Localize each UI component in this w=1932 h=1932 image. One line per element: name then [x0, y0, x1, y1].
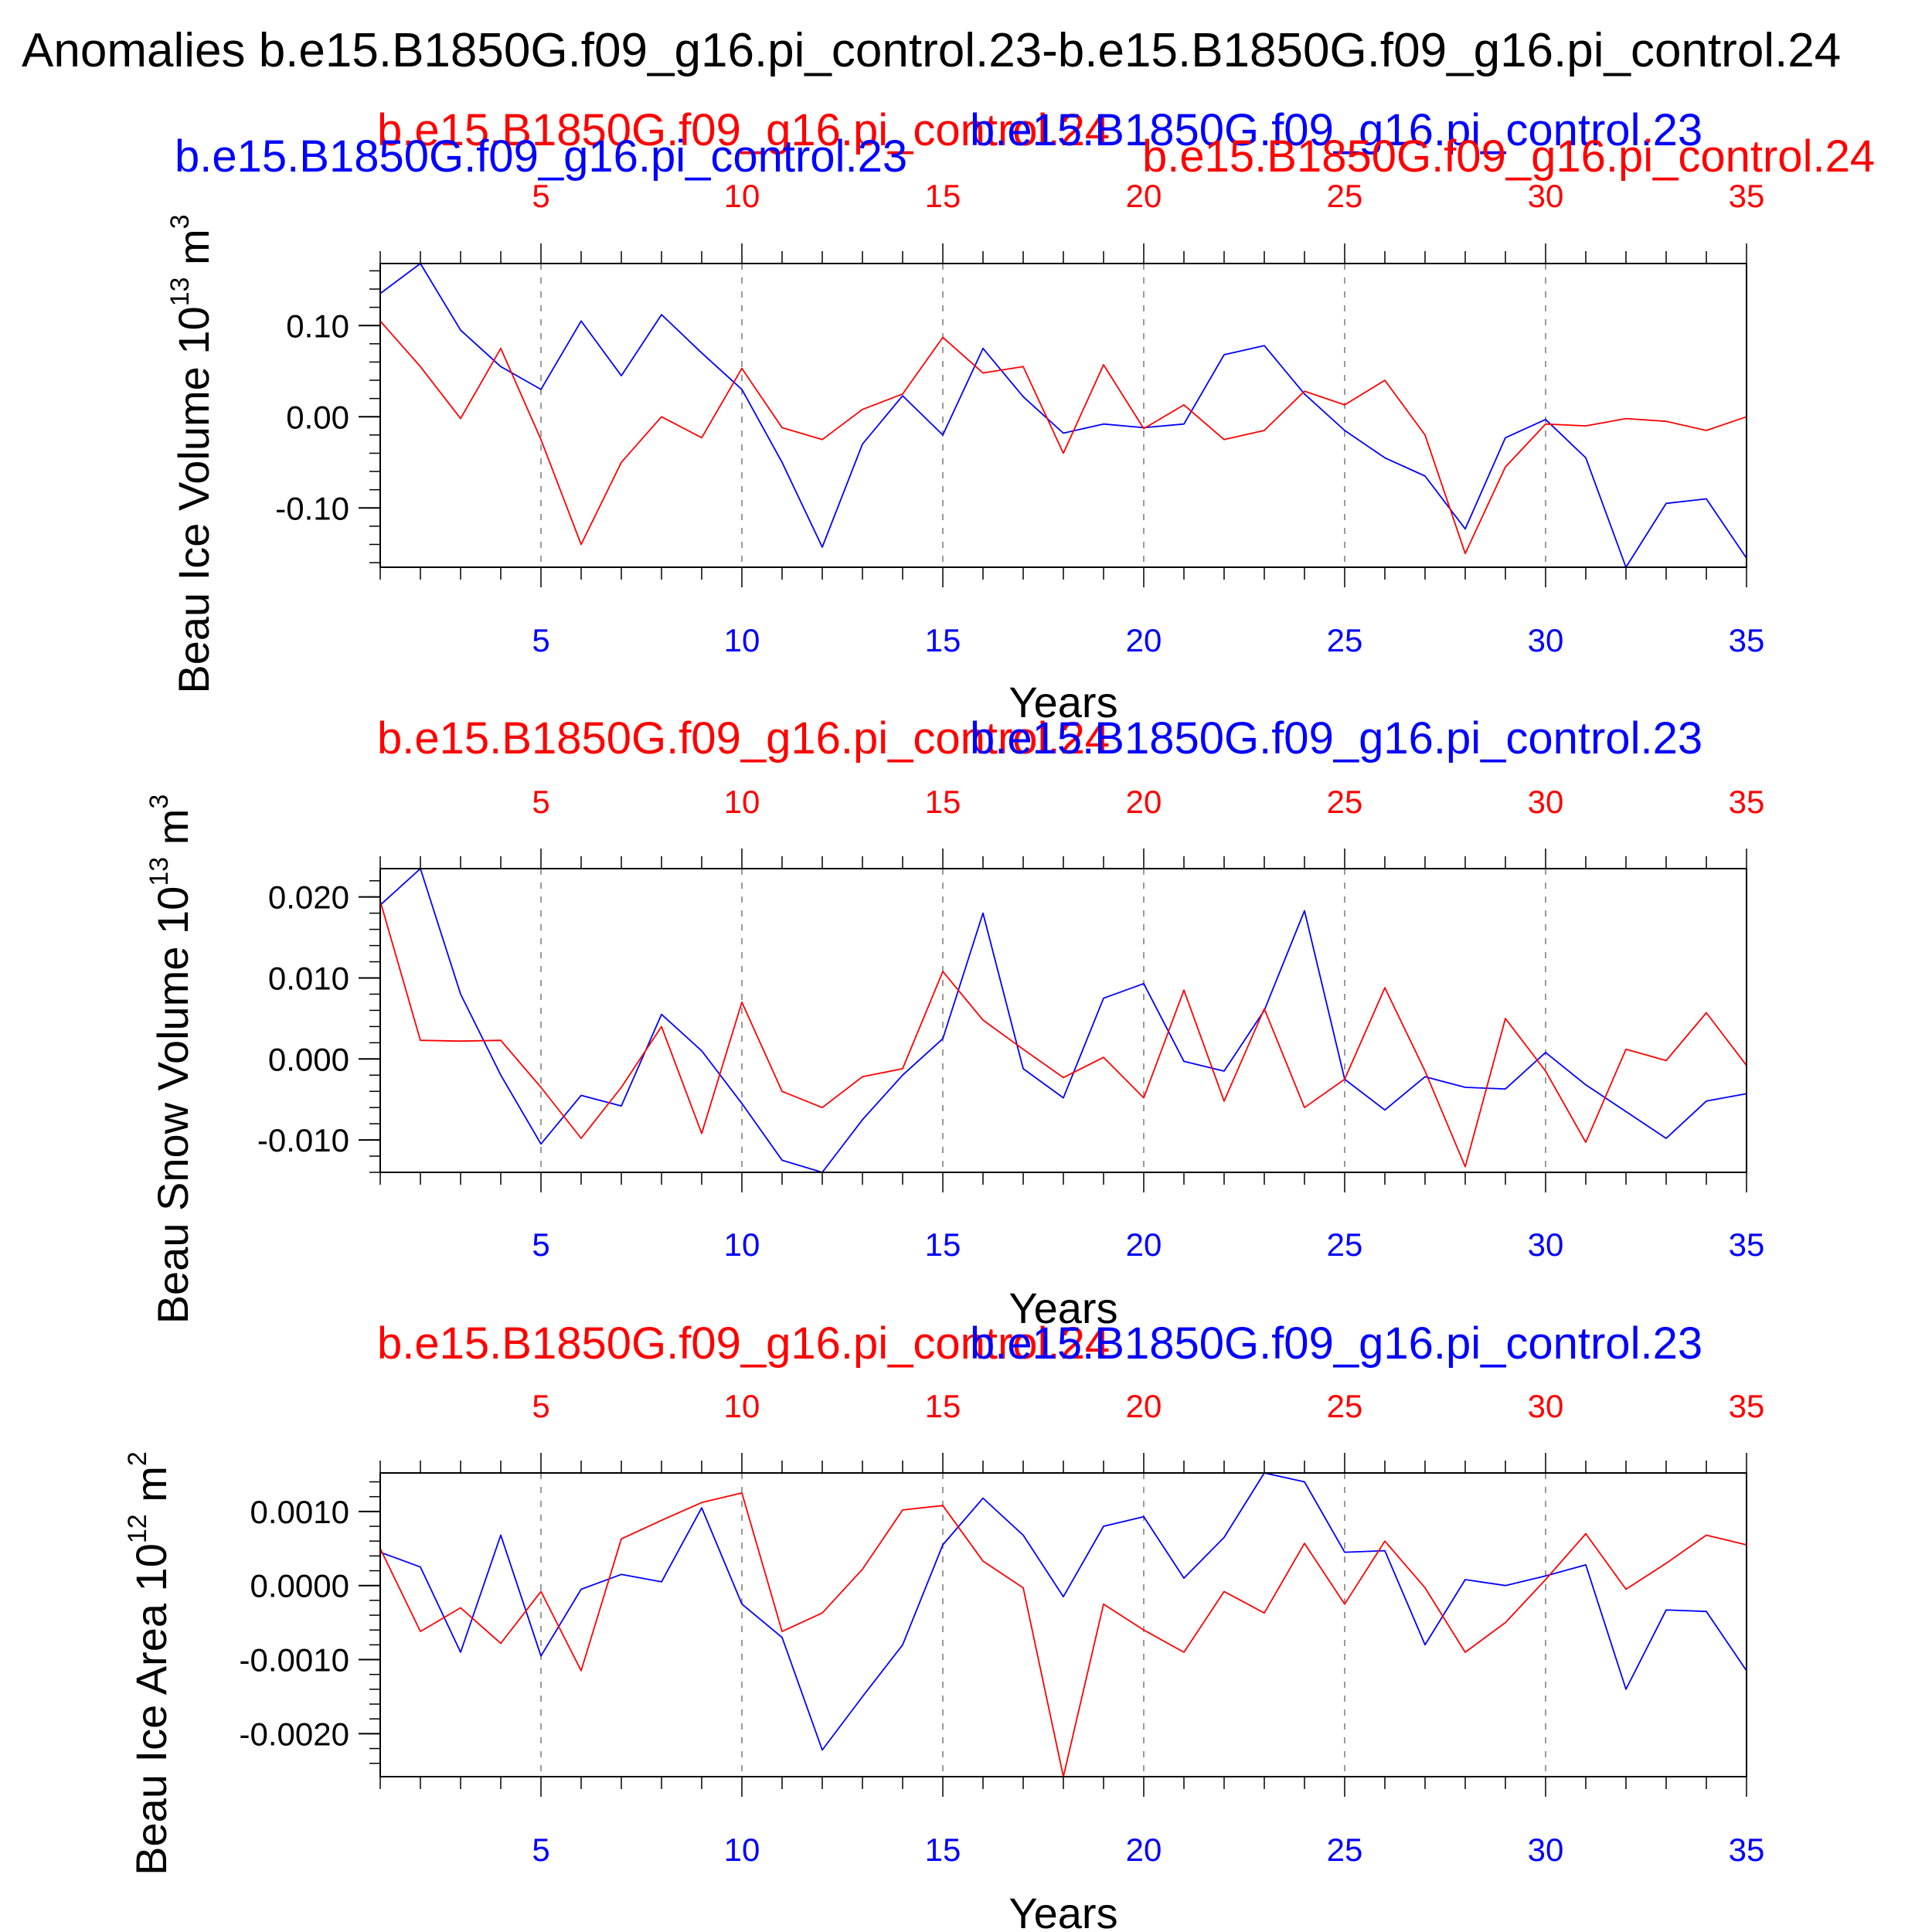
x-tick-label-bottom: 5	[532, 622, 549, 658]
x-tick-label-bottom: 35	[1729, 622, 1765, 658]
overlay-label-right-blue: b.e15.B1850G.f09_g16.pi_control.23	[970, 105, 1702, 155]
y-axis-title-exponent: 12	[123, 1514, 152, 1543]
y-tick-label: -0.0020	[240, 1716, 349, 1752]
x-tick-label-top: 25	[1327, 784, 1363, 820]
x-tick-label-top: 10	[724, 784, 760, 820]
y-axis-title-exponent: 13	[165, 277, 195, 307]
x-tick-label-bottom: 30	[1528, 1832, 1564, 1868]
x-tick-label-top: 5	[532, 178, 549, 214]
series-line-control-23	[379, 1472, 1747, 1751]
y-tick-label: 0.0010	[250, 1494, 349, 1530]
panel-top-label-blue: b.e15.B1850G.f09_g16.pi_control.23	[970, 713, 1702, 764]
x-tick-label-top: 15	[925, 1388, 961, 1424]
y-axis-title: Beau Ice Volume 1013 m3	[165, 214, 218, 693]
series-line-control-23	[379, 868, 1747, 1173]
y-axis-title-unit-exponent: 2	[123, 1451, 152, 1466]
x-tick-label-top: 30	[1528, 784, 1564, 820]
x-tick-label-top: 5	[532, 784, 549, 820]
x-tick-label-top: 10	[724, 1388, 760, 1424]
chart-panel-2: 0.020 0.010 0.000 -0.010 5 5 10 10 15 15 20 20 25 25 3…	[145, 713, 1764, 1332]
series-line-control-24	[379, 1492, 1747, 1777]
x-tick-label-bottom: 25	[1327, 1832, 1363, 1868]
y-tick-label: 0.020	[268, 879, 349, 916]
x-tick-label-bottom: 20	[1126, 622, 1162, 658]
overlay-label-right-red: b.e15.B1850G.f09_g16.pi_control.24	[1142, 131, 1875, 182]
x-tick-label-top: 15	[925, 178, 961, 214]
x-tick-label-bottom: 15	[925, 622, 961, 658]
y-axis-title-unit: m	[169, 229, 218, 277]
y-tick-label: 0.010	[268, 960, 349, 996]
x-tick-label-bottom: 20	[1126, 1832, 1162, 1868]
plot-frame	[379, 1472, 1747, 1777]
panel-top-label-red: b.e15.B1850G.f09_g16.pi_control.24	[377, 1318, 1110, 1369]
y-axis-title-text: Beau Snow Volume 10	[148, 886, 197, 1325]
y-tick-label: -0.010	[257, 1122, 349, 1158]
x-tick-label-top: 20	[1126, 1388, 1162, 1424]
x-tick-label-top: 35	[1729, 1388, 1765, 1424]
y-tick-label: -0.0010	[240, 1642, 349, 1679]
x-tick-label-bottom: 15	[925, 1832, 961, 1868]
x-tick-label-bottom: 30	[1528, 622, 1564, 658]
x-axis-title: Years	[1009, 678, 1117, 726]
x-tick-label-top: 20	[1126, 178, 1162, 214]
x-tick-label-bottom: 25	[1327, 622, 1363, 658]
y-axis-title-unit-exponent: 3	[145, 794, 174, 809]
x-tick-label-top: 10	[724, 178, 760, 214]
x-tick-label-bottom: 5	[532, 1832, 549, 1868]
x-tick-label-top: 25	[1327, 178, 1363, 214]
y-axis-title-text: Beau Ice Volume 10	[169, 306, 218, 693]
x-tick-label-top: 30	[1528, 1388, 1564, 1424]
plot-frame	[379, 263, 1747, 568]
x-tick-label-top: 35	[1729, 784, 1765, 820]
x-tick-label-bottom: 25	[1327, 1226, 1363, 1263]
y-axis-title: Beau Snow Volume 1013 m3	[145, 794, 197, 1325]
y-tick-label: 0.10	[286, 308, 349, 344]
x-tick-label-top: 5	[532, 1388, 549, 1424]
x-tick-label-bottom: 35	[1729, 1832, 1765, 1868]
x-tick-label-bottom: 10	[724, 1226, 760, 1263]
x-tick-label-bottom: 10	[724, 1832, 760, 1868]
panel-top-label-red: b.e15.B1850G.f09_g16.pi_control.24	[377, 713, 1110, 764]
x-axis-title: Years	[1009, 1284, 1117, 1332]
y-tick-label: 0.000	[268, 1041, 349, 1077]
series-line-control-23	[379, 263, 1747, 568]
x-tick-label-bottom: 5	[532, 1226, 549, 1263]
x-tick-label-bottom: 20	[1126, 1226, 1162, 1263]
y-axis-title: Beau Ice Area 1012 m2	[123, 1451, 175, 1876]
x-tick-label-bottom: 35	[1729, 1226, 1765, 1263]
x-tick-label-bottom: 10	[724, 622, 760, 658]
panel-top-label-blue: b.e15.B1850G.f09_g16.pi_control.23	[970, 1318, 1702, 1369]
x-tick-label-top: 20	[1126, 784, 1162, 820]
y-axis-title-unit: m	[148, 809, 197, 857]
x-tick-label-top: 15	[925, 784, 961, 820]
y-axis-title-exponent: 13	[145, 857, 174, 886]
y-axis-title-text: Beau Ice Area 10	[127, 1543, 175, 1876]
x-tick-label-bottom: 15	[925, 1226, 961, 1263]
y-tick-label: 0.0000	[250, 1568, 349, 1604]
x-axis-title: Years	[1009, 1889, 1117, 1932]
overlay-label-left-red: b.e15.B1850G.f09_g16.pi_control.24	[377, 105, 1110, 155]
chart-panel-1: 0.10 0.00 -0.10 5 5 10 10 15 15 20 20 25 25 30 30 35 35 Y…	[165, 178, 1764, 726]
x-tick-label-top: 25	[1327, 1388, 1363, 1424]
series-line-control-24	[379, 320, 1747, 555]
y-tick-label: -0.10	[275, 490, 349, 526]
series-line-control-24	[379, 900, 1747, 1168]
x-tick-label-top: 30	[1528, 178, 1564, 214]
x-tick-label-bottom: 30	[1528, 1226, 1564, 1263]
x-tick-label-top: 35	[1729, 178, 1765, 214]
chart-panel-3: 0.0010 0.0000 -0.0010 -0.0020 5 5 10 10 15 15 20 20…	[123, 1318, 1764, 1932]
y-tick-label: 0.00	[286, 399, 349, 435]
plot-frame	[379, 868, 1747, 1173]
overlay-label-left-blue: b.e15.B1850G.f09_g16.pi_control.23	[175, 131, 907, 182]
y-axis-title-unit-exponent: 3	[165, 214, 195, 229]
figure-title: Anomalies b.e15.B1850G.f09_g16.pi_contro…	[22, 24, 1841, 77]
y-axis-title-unit: m	[127, 1466, 175, 1514]
